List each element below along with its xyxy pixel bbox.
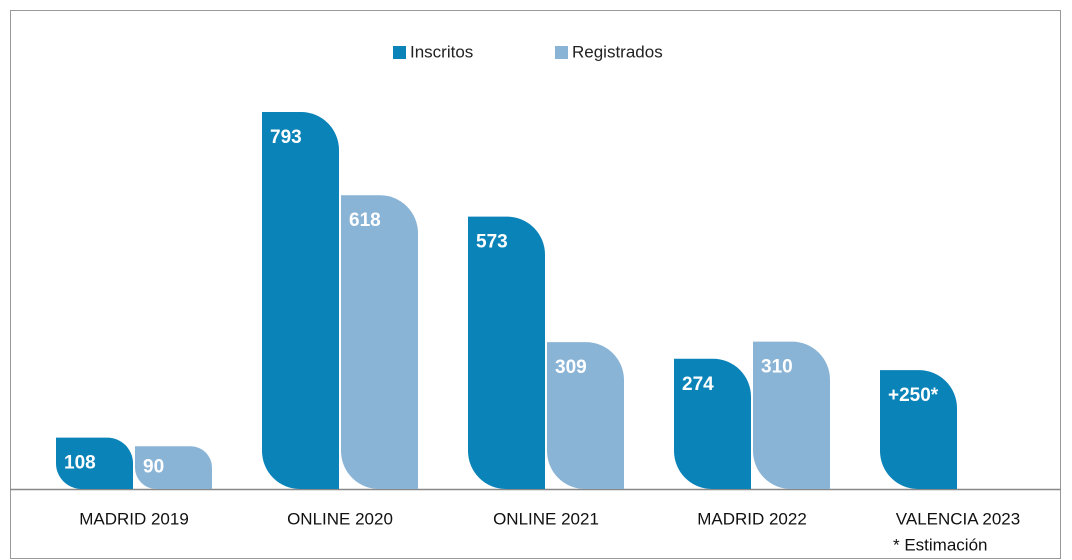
legend-swatch	[555, 46, 568, 59]
annotation: * Estimación	[893, 535, 987, 554]
legend-label: Registrados	[572, 42, 663, 61]
data-label: 90	[143, 457, 164, 478]
data-label: 573	[476, 232, 508, 253]
bar	[56, 437, 133, 489]
data-label: +250*	[888, 385, 939, 406]
data-label: 309	[555, 357, 587, 378]
frame	[10, 10, 1061, 559]
legend-swatch	[393, 46, 406, 59]
bar	[674, 358, 751, 489]
data-label: 274	[682, 374, 714, 395]
bar	[753, 341, 830, 489]
legend-label: Inscritos	[410, 42, 473, 61]
bar	[341, 195, 418, 489]
bar	[135, 446, 212, 489]
bar	[262, 112, 339, 489]
bar	[547, 342, 624, 489]
x-tick-label: ONLINE 2021	[493, 509, 599, 528]
x-tick-label: ONLINE 2020	[287, 509, 393, 528]
x-tick-label: VALENCIA 2023	[896, 509, 1020, 528]
data-label: 310	[761, 357, 793, 378]
x-tick-label: MADRID 2019	[79, 509, 189, 528]
x-tick-label: MADRID 2022	[697, 509, 807, 528]
data-label: 618	[349, 210, 381, 231]
data-label: 108	[64, 452, 96, 473]
bar	[468, 216, 545, 490]
bar	[880, 370, 957, 489]
data-label: 793	[270, 127, 302, 148]
